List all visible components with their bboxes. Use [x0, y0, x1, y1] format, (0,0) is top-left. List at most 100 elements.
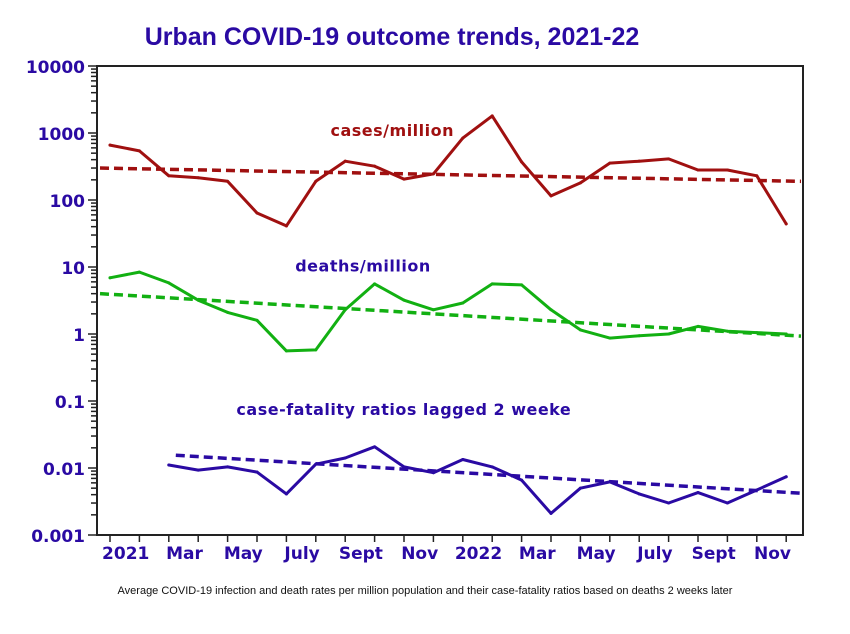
- data-point: [167, 174, 171, 178]
- x-tick-label: Nov: [754, 544, 791, 564]
- data-point: [490, 465, 494, 469]
- data-point: [402, 298, 406, 302]
- data-point: [167, 281, 171, 285]
- data-point: [431, 172, 435, 176]
- data-point: [520, 160, 524, 164]
- y-axis: 10000 1000 100 10 1 0.1 0.01 0.001: [26, 58, 97, 547]
- data-point: [637, 492, 641, 496]
- plot-border: [96, 65, 804, 536]
- x-tick-label: Nov: [401, 544, 438, 564]
- y-tick-label: 1: [73, 326, 85, 346]
- data-point: [608, 161, 612, 165]
- data-point: [373, 282, 377, 286]
- data-point: [255, 470, 259, 474]
- trend-line: [99, 291, 802, 338]
- data-point: [549, 194, 553, 198]
- data-point: [784, 222, 788, 226]
- data-point: [549, 511, 553, 515]
- data-point: [696, 324, 700, 328]
- data-point: [108, 143, 112, 147]
- x-axis: 2021 Mar May July Sept Nov 2022 Mar May July Sept N…: [102, 535, 791, 564]
- trend-line: [99, 166, 802, 184]
- data-point: [520, 283, 524, 287]
- x-tick-label: 2022: [455, 544, 502, 564]
- x-tick-label: July: [283, 544, 319, 564]
- data-point: [578, 486, 582, 490]
- data-point: [314, 179, 318, 183]
- x-tick-label: Sept: [339, 544, 383, 564]
- series-label: case-fatality ratios lagged 2 weeke: [236, 400, 571, 419]
- data-point: [696, 491, 700, 495]
- data-point: [255, 318, 259, 322]
- data-point: [343, 456, 347, 460]
- data-point: [461, 136, 465, 140]
- x-tick-label: Sept: [692, 544, 736, 564]
- series-cases: [99, 114, 802, 228]
- annotations: cases/million deaths/million case-fatality…: [236, 121, 571, 419]
- data-point: [755, 174, 759, 178]
- data-point: [608, 336, 612, 340]
- data-point: [226, 179, 230, 183]
- data-point: [578, 181, 582, 185]
- data-point: [667, 157, 671, 161]
- data-point: [696, 168, 700, 172]
- y-tick-label: 1000: [38, 125, 85, 145]
- data-point: [284, 224, 288, 228]
- y-tick-label: 0.1: [55, 393, 85, 413]
- series-layer: [99, 114, 802, 515]
- series-deaths: [99, 270, 802, 353]
- series-label: cases/million: [331, 121, 455, 140]
- series-line: [167, 445, 788, 515]
- data-point: [725, 329, 729, 333]
- data-point: [784, 475, 788, 479]
- data-point: [578, 328, 582, 332]
- y-tick-label: 10000: [26, 58, 85, 78]
- data-point: [549, 308, 553, 312]
- data-point: [137, 149, 141, 153]
- data-point: [490, 282, 494, 286]
- series-case-fatality: [167, 445, 802, 515]
- y-tick-label: 10: [61, 259, 85, 279]
- x-tick-label: Mar: [166, 544, 203, 564]
- y-tick-label: 0.01: [43, 460, 85, 480]
- data-point: [461, 301, 465, 305]
- data-point: [667, 501, 671, 505]
- data-point: [137, 270, 141, 274]
- data-point: [490, 114, 494, 118]
- data-point: [667, 332, 671, 336]
- data-point: [284, 492, 288, 496]
- x-tick-label: 2021: [102, 544, 149, 564]
- data-point: [255, 211, 259, 215]
- data-point: [461, 457, 465, 461]
- data-point: [725, 501, 729, 505]
- x-tick-label: May: [577, 544, 616, 564]
- data-point: [167, 463, 171, 467]
- data-point: [108, 276, 112, 280]
- data-point: [431, 308, 435, 312]
- trend-line: [175, 453, 802, 495]
- plot-frame: [96, 65, 804, 536]
- chart-title: Urban COVID-19 outcome trends, 2021-22: [145, 23, 640, 51]
- data-point: [284, 349, 288, 353]
- data-point: [196, 468, 200, 472]
- data-point: [196, 176, 200, 180]
- data-point: [226, 465, 230, 469]
- data-point: [314, 348, 318, 352]
- series-label: deaths/million: [295, 257, 431, 276]
- data-point: [373, 445, 377, 449]
- data-point: [637, 159, 641, 163]
- x-tick-label: May: [224, 544, 263, 564]
- data-point: [226, 310, 230, 314]
- data-point: [373, 164, 377, 168]
- series-line: [108, 114, 788, 228]
- x-tick-label: Mar: [519, 544, 556, 564]
- data-point: [725, 168, 729, 172]
- data-point: [637, 334, 641, 338]
- data-point: [343, 159, 347, 163]
- y-tick-label: 0.001: [31, 527, 85, 547]
- y-tick-label: 100: [50, 192, 86, 212]
- x-tick-label: July: [636, 544, 672, 564]
- data-point: [520, 478, 524, 482]
- data-point: [402, 177, 406, 181]
